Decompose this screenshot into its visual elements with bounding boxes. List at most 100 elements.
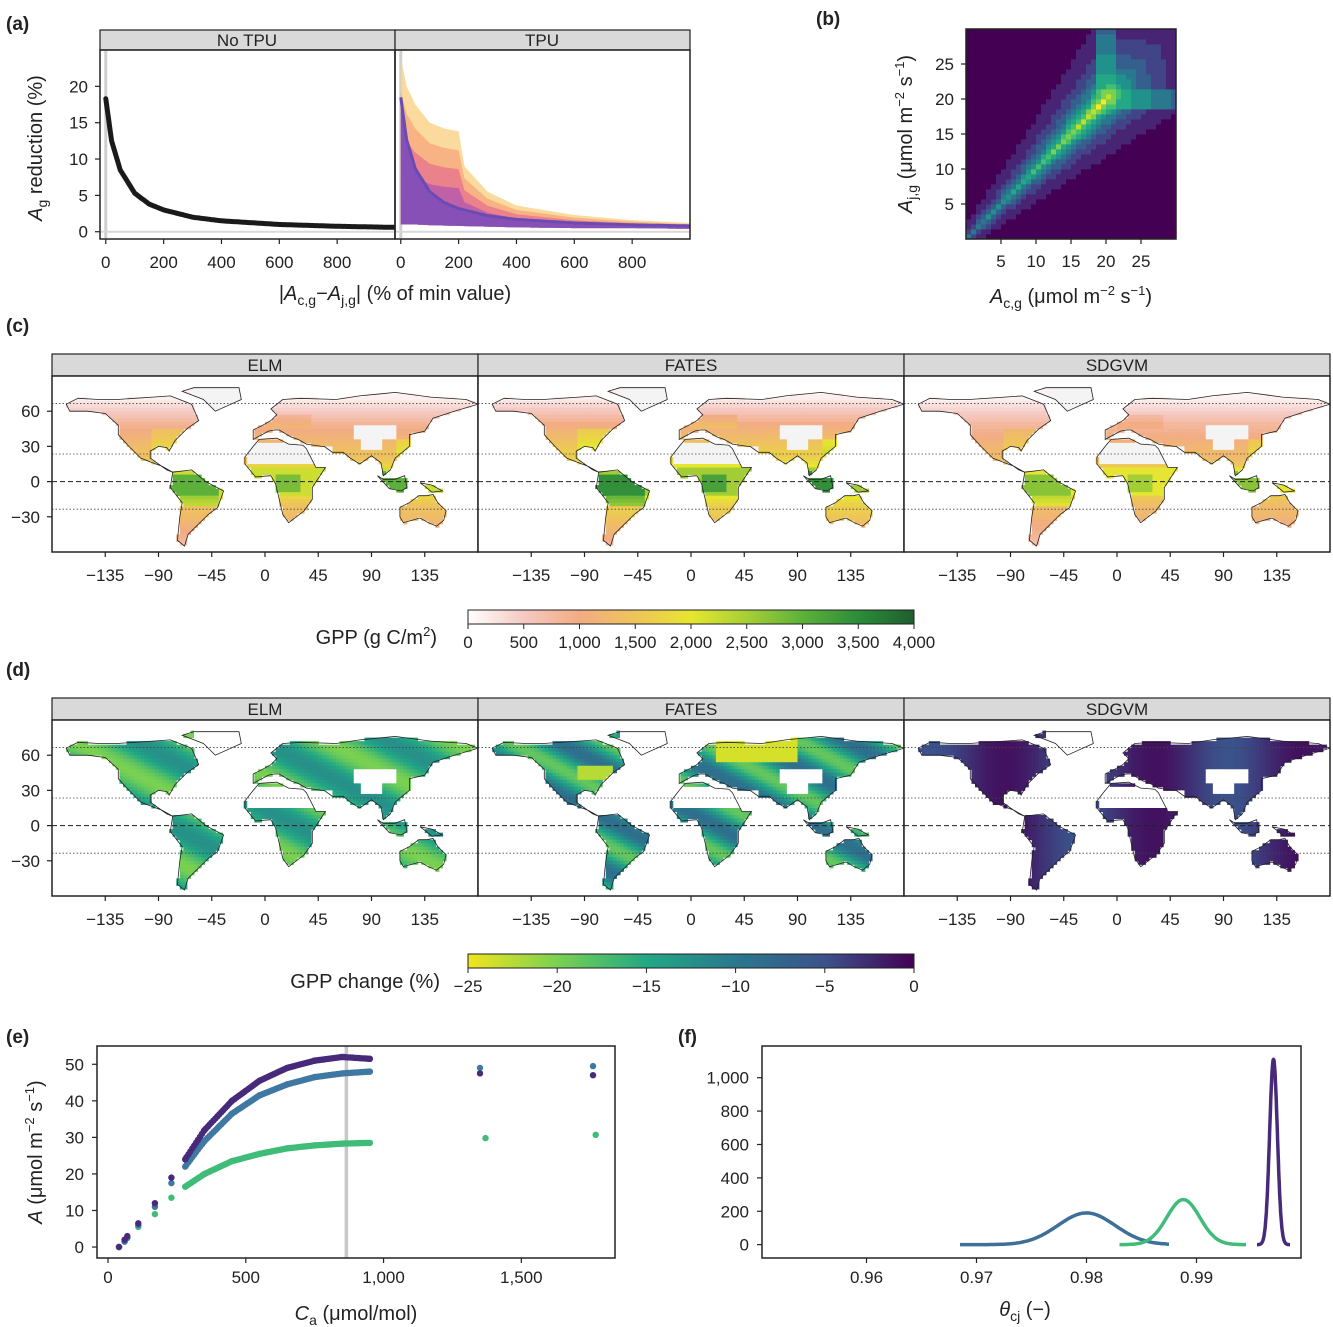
heatmap-cell: [1021, 104, 1027, 110]
map-cell: [758, 407, 763, 412]
heatmap-cell: [1041, 224, 1047, 230]
heatmap-cell: [1171, 229, 1177, 235]
heatmap-cell: [1016, 64, 1022, 70]
map-cell: [257, 464, 262, 469]
map-cell: [811, 397, 816, 402]
map-cell: [375, 404, 380, 409]
map-cell: [197, 499, 202, 504]
map-cell: [417, 499, 422, 504]
map-cell: [421, 506, 426, 511]
map-cell: [296, 397, 301, 402]
heatmap-cell: [1086, 44, 1092, 50]
heatmap-cell: [1096, 34, 1102, 40]
map-cell: [339, 446, 344, 451]
heatmap-cell: [1011, 154, 1017, 160]
map-cell: [776, 453, 781, 458]
map-cell: [609, 474, 614, 479]
map-cell: [861, 407, 866, 412]
map-cell: [715, 467, 720, 472]
map-cell: [261, 442, 266, 447]
heatmap-cell: [976, 199, 982, 205]
heatmap-cell: [1161, 79, 1167, 85]
heatmap-cell: [1056, 159, 1062, 165]
map-cell: [811, 418, 816, 423]
map-cell: [588, 411, 593, 416]
heatmap-cell: [1046, 184, 1052, 190]
map-cell: [169, 397, 174, 402]
map-cell: [545, 404, 550, 409]
map-cell: [353, 407, 358, 412]
map-cell: [705, 439, 710, 444]
heatmap-cell: [1161, 129, 1167, 135]
heatmap-cell: [1076, 184, 1082, 190]
heatmap-cell: [1056, 154, 1062, 160]
map-cell: [843, 404, 848, 409]
heatmap-cell: [1106, 199, 1112, 205]
map-cell: [396, 449, 401, 454]
heatmap-cell: [1016, 49, 1022, 55]
map-cell: [325, 407, 330, 412]
map-cell: [119, 414, 124, 419]
heatmap-cell: [1051, 44, 1057, 50]
heatmap-cell: [1031, 114, 1037, 120]
map-cell: [282, 492, 287, 497]
map-cell: [410, 516, 415, 521]
heatmap-cell: [1006, 64, 1012, 70]
map-cell: [151, 407, 156, 412]
heatmap-cell: [1146, 114, 1152, 120]
heatmap-cell: [1121, 79, 1127, 85]
map-cell: [339, 411, 344, 416]
heatmap-cell: [1121, 139, 1127, 145]
map-cell: [76, 407, 81, 412]
heatmap-cell: [1076, 229, 1082, 235]
map-cell: [76, 404, 81, 409]
map-cell: [183, 414, 188, 419]
heatmap-cell: [1161, 34, 1167, 40]
map-cell: [754, 442, 759, 447]
map-cell: [431, 488, 436, 493]
heatmap-cell: [1026, 54, 1032, 60]
heatmap-cell: [971, 204, 977, 210]
map-cell: [343, 432, 348, 437]
map-cell: [602, 418, 607, 423]
map-cell: [328, 400, 333, 405]
map-cell: [580, 432, 585, 437]
heatmap-cell: [1111, 44, 1117, 50]
map-cell: [818, 478, 823, 483]
map-cell: [233, 390, 238, 395]
heatmap-cell: [1046, 114, 1052, 120]
heatmap-cell: [1031, 109, 1037, 115]
map-cell: [407, 418, 412, 423]
map-cell: [179, 481, 184, 486]
map-cell: [598, 414, 603, 419]
map-cell: [588, 435, 593, 440]
map-cell: [882, 400, 887, 405]
heatmap-cell: [1026, 214, 1032, 220]
map-cell: [808, 456, 813, 461]
map-cell: [751, 404, 756, 409]
map-cell: [808, 467, 813, 472]
map-cell: [630, 386, 635, 391]
map-cell: [641, 390, 646, 395]
map-cell: [417, 509, 422, 514]
map-cell: [211, 485, 216, 490]
map-cell: [76, 400, 81, 405]
heatmap-cell: [971, 59, 977, 65]
map-cell: [321, 432, 326, 437]
heatmap-cell: [1106, 39, 1112, 45]
heatmap-cell: [996, 39, 1002, 45]
map-cell: [123, 435, 128, 440]
map-cell: [414, 407, 419, 412]
map-cell: [808, 449, 813, 454]
map-cell: [158, 411, 163, 416]
heatmap-cell: [971, 199, 977, 205]
map-cell: [580, 418, 585, 423]
map-cell: [804, 453, 809, 458]
map-cell: [602, 421, 607, 426]
map-cell: [353, 414, 358, 419]
map-cell: [151, 442, 156, 447]
map-cell: [183, 425, 188, 430]
map-cell: [435, 411, 440, 416]
map-cell: [708, 442, 713, 447]
heatmap-cell: [976, 184, 982, 190]
